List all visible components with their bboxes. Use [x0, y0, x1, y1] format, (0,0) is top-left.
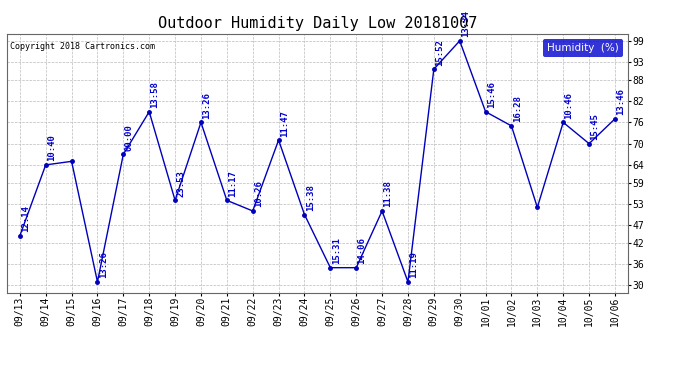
Text: 15:45: 15:45	[591, 113, 600, 140]
Text: 13:26: 13:26	[202, 92, 211, 119]
Text: 11:47: 11:47	[280, 110, 289, 136]
Text: 00:00: 00:00	[125, 124, 134, 151]
Text: 12:14: 12:14	[21, 206, 30, 232]
Text: 16:28: 16:28	[513, 96, 522, 122]
Text: 23:53: 23:53	[177, 170, 186, 197]
Text: 11:19: 11:19	[409, 252, 418, 278]
Text: 10:26: 10:26	[254, 180, 263, 207]
Text: 10:46: 10:46	[564, 92, 573, 119]
Text: 10:40: 10:40	[47, 135, 56, 161]
Title: Outdoor Humidity Daily Low 20181007: Outdoor Humidity Daily Low 20181007	[158, 16, 477, 31]
Legend: Humidity  (%): Humidity (%)	[542, 39, 622, 57]
Text: Copyright 2018 Cartronics.com: Copyright 2018 Cartronics.com	[10, 42, 155, 51]
Text: 15:38: 15:38	[306, 184, 315, 211]
Text: 14:06: 14:06	[357, 237, 366, 264]
Text: 13:34: 13:34	[461, 10, 470, 37]
Text: 15:31: 15:31	[332, 237, 341, 264]
Text: 13:26: 13:26	[99, 252, 108, 278]
Text: 13:46: 13:46	[616, 88, 625, 115]
Text: 15:52: 15:52	[435, 39, 444, 66]
Text: 11:17: 11:17	[228, 170, 237, 197]
Text: 13:58: 13:58	[150, 81, 159, 108]
Text: 11:38: 11:38	[384, 180, 393, 207]
Text: 15:46: 15:46	[487, 81, 496, 108]
